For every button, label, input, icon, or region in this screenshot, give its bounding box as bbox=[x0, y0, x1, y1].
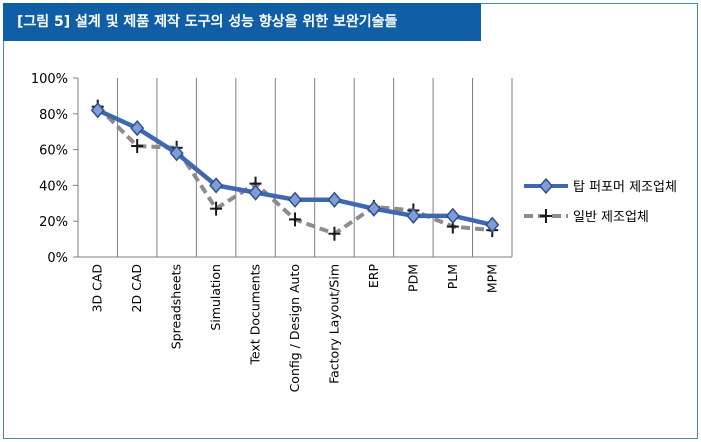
data-point bbox=[248, 184, 263, 201]
x-tick-label: MPM bbox=[484, 264, 499, 293]
data-point bbox=[328, 226, 341, 241]
series-1 bbox=[90, 102, 500, 233]
data-point bbox=[366, 200, 381, 217]
y-tick-label: 40% bbox=[39, 179, 68, 194]
x-tick-label: PLM bbox=[445, 264, 460, 289]
data-point bbox=[289, 212, 301, 227]
x-tick-label: Config / Design Auto bbox=[287, 264, 302, 392]
data-point bbox=[485, 216, 500, 233]
data-point bbox=[210, 201, 223, 216]
y-tick-label: 0% bbox=[47, 251, 68, 266]
chart-title: [그림 5] 설계 및 제품 제작 도구의 성능 향상을 위한 보완기술들 bbox=[3, 3, 481, 41]
legend-label: 일반 제조업체 bbox=[573, 210, 649, 225]
y-tick-label: 80% bbox=[39, 108, 68, 123]
x-tick-label: 3D CAD bbox=[90, 264, 105, 312]
data-point bbox=[288, 191, 302, 208]
y-tick-label: 60% bbox=[39, 144, 68, 159]
data-point bbox=[209, 177, 224, 194]
legend-label: 탑 퍼포머 제조업체 bbox=[573, 180, 677, 195]
data-point bbox=[130, 119, 145, 137]
x-tick-label: Factory Layout/Sim bbox=[326, 264, 341, 384]
grid-layer bbox=[77, 78, 513, 257]
x-tick-label: Text Documents bbox=[248, 264, 263, 366]
data-point bbox=[131, 139, 144, 154]
x-tick-label: ERP bbox=[366, 264, 381, 289]
data-point bbox=[90, 102, 105, 119]
data-point bbox=[445, 207, 460, 224]
series-2 bbox=[91, 99, 499, 241]
y-tick-label: 20% bbox=[39, 215, 68, 230]
x-tick-label: Simulation bbox=[208, 264, 223, 331]
data-point bbox=[540, 209, 552, 223]
data-point bbox=[327, 191, 342, 208]
data-point bbox=[406, 207, 421, 224]
x-tick-label: PDM bbox=[405, 264, 420, 292]
x-tick-label: Spreadsheets bbox=[169, 264, 184, 349]
series-layer bbox=[90, 99, 500, 241]
legend-item: 일반 제조업체 bbox=[524, 209, 649, 225]
data-point bbox=[169, 145, 184, 162]
y-tick-label: 100% bbox=[31, 72, 68, 87]
data-point bbox=[539, 177, 553, 195]
x-tick-label: 2D CAD bbox=[129, 264, 144, 312]
axis-layer: 0% 20% 40% 60% 80% 100% 3D CAD 2D CAD Spreadshee… bbox=[31, 72, 512, 392]
legend-item: 탑 퍼포머 제조업체 bbox=[524, 177, 677, 195]
